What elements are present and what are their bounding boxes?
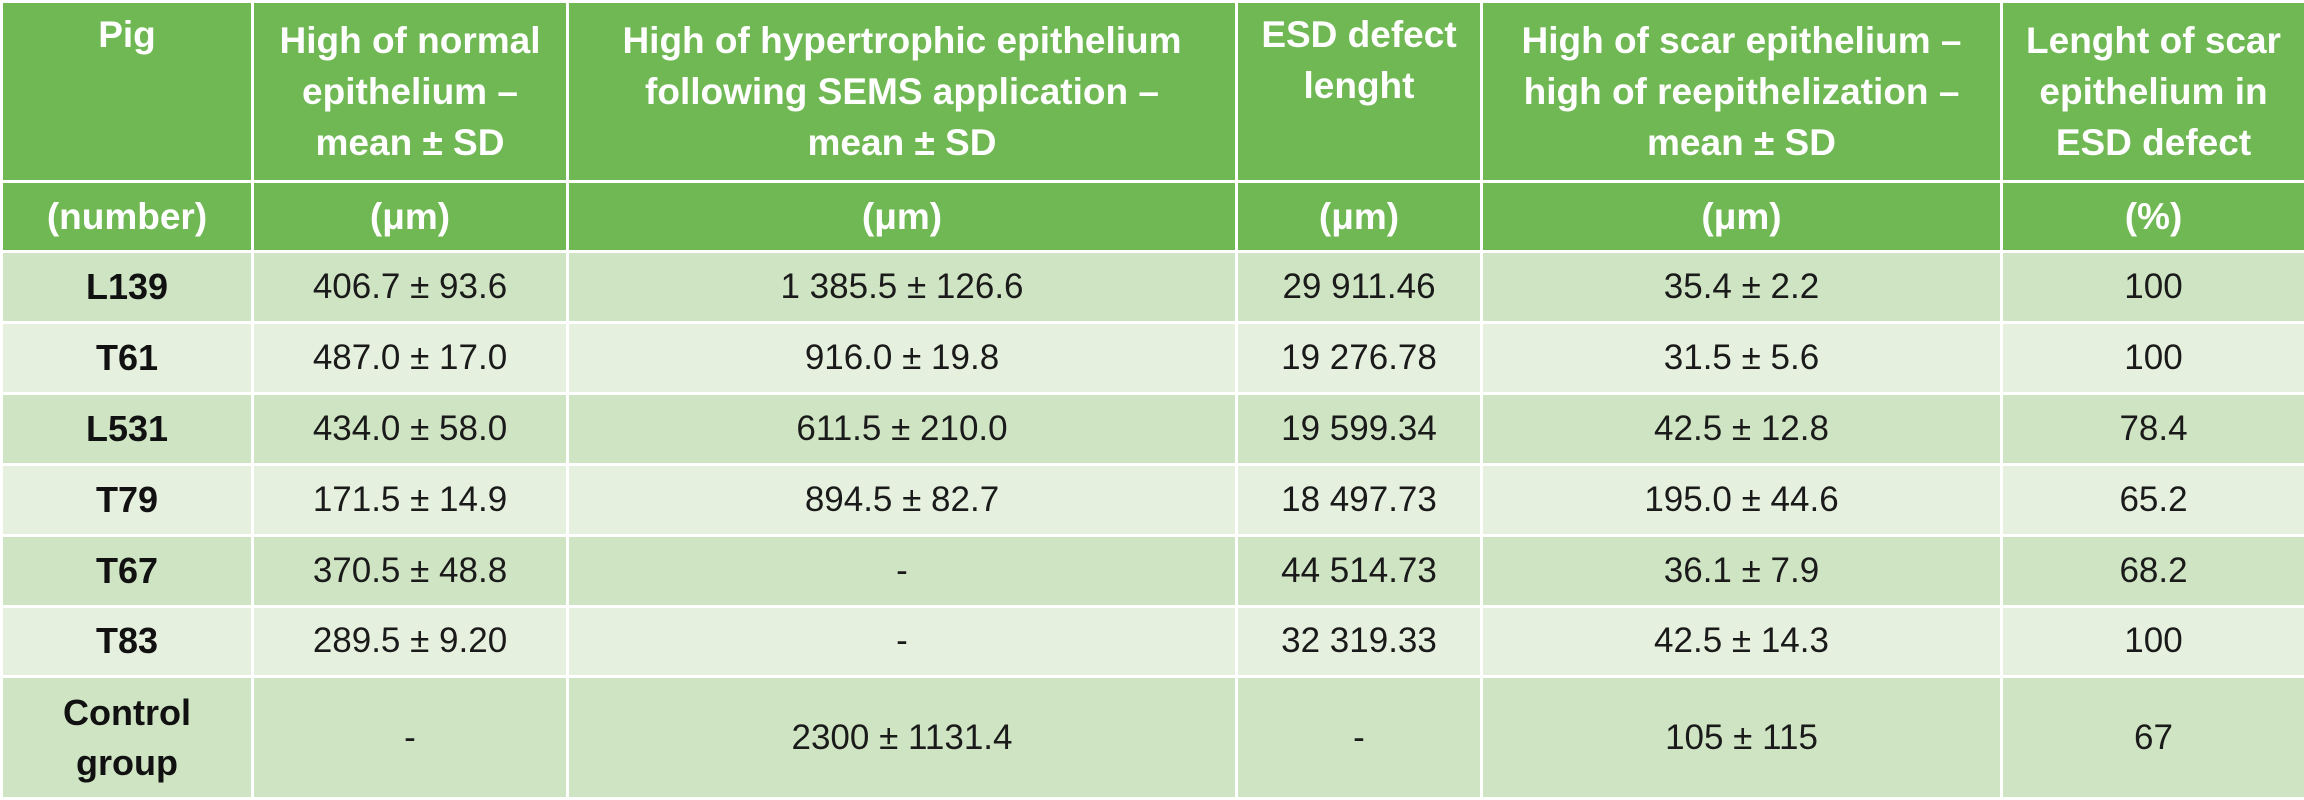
cell-scar-epithelium-length: 67	[2000, 675, 2304, 800]
cell-normal-epithelium: 434.0 ± 58.0	[251, 391, 569, 466]
table-row: Control group - 2300 ± 1131.4 - 105 ± 11…	[0, 675, 2304, 800]
cell-pig-id: L139	[0, 250, 254, 324]
cell-esd-defect-length: 44 514.73	[1235, 533, 1483, 608]
header-row-units: (number) (μm) (μm) (μm) (μm) (%)	[0, 180, 2304, 253]
cell-hypertrophic-epithelium: 2300 ± 1131.4	[566, 675, 1238, 800]
cell-hypertrophic-epithelium: 1 385.5 ± 126.6	[566, 250, 1238, 324]
cell-scar-epithelium-length: 100	[2000, 250, 2304, 324]
cell-scar-epithelium-high: 35.4 ± 2.2	[1480, 250, 2003, 324]
header-esd-defect-length: ESD defect lenght	[1235, 0, 1483, 183]
header-pig: Pig	[0, 0, 254, 183]
table-row: T79 171.5 ± 14.9 894.5 ± 82.7 18 497.73 …	[0, 462, 2304, 537]
unit-scar-epithelium-high: (μm)	[1480, 180, 2003, 253]
unit-esd-defect-length: (μm)	[1235, 180, 1483, 253]
cell-scar-epithelium-length: 100	[2000, 320, 2304, 395]
cell-scar-epithelium-high: 42.5 ± 12.8	[1480, 391, 2003, 466]
cell-normal-epithelium: 171.5 ± 14.9	[251, 462, 569, 537]
header-row-titles: Pig High of normal epithelium – mean ± S…	[0, 0, 2304, 183]
cell-scar-epithelium-high: 42.5 ± 14.3	[1480, 604, 2003, 679]
header-scar-epithelium-length: Lenght of scar epithelium in ESD defect	[2000, 0, 2304, 183]
unit-scar-epithelium-length: (%)	[2000, 180, 2304, 253]
table-row: L531 434.0 ± 58.0 611.5 ± 210.0 19 599.3…	[0, 391, 2304, 466]
cell-pig-id: T61	[0, 320, 254, 395]
cell-scar-epithelium-length: 68.2	[2000, 533, 2304, 608]
header-normal-epithelium: High of normal epithelium – mean ± SD	[251, 0, 569, 183]
cell-scar-epithelium-length: 78.4	[2000, 391, 2304, 466]
cell-hypertrophic-epithelium: -	[566, 604, 1238, 679]
cell-pig-id: L531	[0, 391, 254, 466]
cell-normal-epithelium: 289.5 ± 9.20	[251, 604, 569, 679]
cell-hypertrophic-epithelium: 894.5 ± 82.7	[566, 462, 1238, 537]
header-hypertrophic-epithelium: High of hypertrophic epithelium followin…	[566, 0, 1238, 183]
cell-esd-defect-length: 29 911.46	[1235, 250, 1483, 324]
table-row: T83 289.5 ± 9.20 - 32 319.33 42.5 ± 14.3…	[0, 604, 2304, 679]
cell-scar-epithelium-high: 105 ± 115	[1480, 675, 2003, 800]
cell-pig-id: T79	[0, 462, 254, 537]
cell-esd-defect-length: 32 319.33	[1235, 604, 1483, 679]
table-row: T61 487.0 ± 17.0 916.0 ± 19.8 19 276.78 …	[0, 320, 2304, 395]
header-scar-epithelium-high: High of scar epithelium – high of reepit…	[1480, 0, 2003, 183]
cell-hypertrophic-epithelium: -	[566, 533, 1238, 608]
cell-hypertrophic-epithelium: 611.5 ± 210.0	[566, 391, 1238, 466]
table-row: T67 370.5 ± 48.8 - 44 514.73 36.1 ± 7.9 …	[0, 533, 2304, 608]
unit-pig: (number)	[0, 180, 254, 253]
table-header: Pig High of normal epithelium – mean ± S…	[0, 0, 2304, 253]
cell-pig-id: T67	[0, 533, 254, 608]
unit-normal-epithelium: (μm)	[251, 180, 569, 253]
cell-hypertrophic-epithelium: 916.0 ± 19.8	[566, 320, 1238, 395]
cell-pig-id: T83	[0, 604, 254, 679]
cell-pig-id: Control group	[0, 675, 254, 800]
cell-scar-epithelium-high: 195.0 ± 44.6	[1480, 462, 2003, 537]
cell-scar-epithelium-high: 31.5 ± 5.6	[1480, 320, 2003, 395]
cell-scar-epithelium-length: 100	[2000, 604, 2304, 679]
unit-hypertrophic-epithelium: (μm)	[566, 180, 1238, 253]
cell-scar-epithelium-length: 65.2	[2000, 462, 2304, 537]
cell-normal-epithelium: 406.7 ± 93.6	[251, 250, 569, 324]
cell-esd-defect-length: 19 599.34	[1235, 391, 1483, 466]
cell-normal-epithelium: -	[251, 675, 569, 800]
cell-esd-defect-length: 18 497.73	[1235, 462, 1483, 537]
cell-normal-epithelium: 487.0 ± 17.0	[251, 320, 569, 395]
cell-normal-epithelium: 370.5 ± 48.8	[251, 533, 569, 608]
cell-esd-defect-length: 19 276.78	[1235, 320, 1483, 395]
cell-esd-defect-length: -	[1235, 675, 1483, 800]
table-body: L139 406.7 ± 93.6 1 385.5 ± 126.6 29 911…	[0, 250, 2304, 800]
cell-scar-epithelium-high: 36.1 ± 7.9	[1480, 533, 2003, 608]
table-row: L139 406.7 ± 93.6 1 385.5 ± 126.6 29 911…	[0, 250, 2304, 324]
